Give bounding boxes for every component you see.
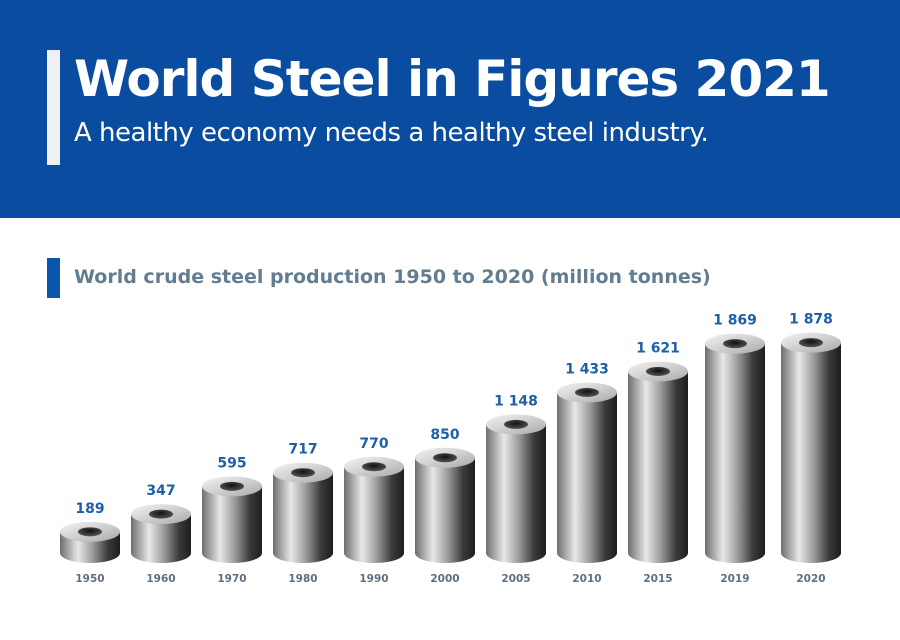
cylinder-body-1960 [131,514,191,563]
year-label: 1990 [359,573,388,585]
year-label: 1950 [75,573,104,585]
cylinder-body-2015 [628,371,688,563]
value-label: 1 878 [789,312,833,328]
year-label: 1980 [288,573,317,585]
cylinder-hole-2020 [799,338,823,348]
chart-title: World crude steel production 1950 to 202… [74,266,711,288]
cylinder-hole-1980 [291,468,315,478]
cylinder-body-2019 [705,343,765,563]
value-label: 1 621 [636,340,680,356]
cylinder-hole-1950 [78,527,102,537]
page-title: World Steel in Figures 2021 [74,50,831,108]
chart-title-accent-bar [47,258,60,298]
cylinder-hole-1970 [220,481,244,491]
cylinder-hole-2010 [575,388,599,398]
value-label: 1 148 [494,393,538,409]
cylinder-hole-1960 [149,509,173,519]
year-label: 2015 [643,573,672,585]
cylinder-hole-2019 [723,339,747,349]
cylinder-body-2010 [557,392,617,563]
year-label: 2020 [796,573,825,585]
year-label: 2005 [501,573,530,585]
cylinder-hole-2005 [504,419,528,429]
header-accent-bar [47,50,60,165]
value-label: 189 [75,501,104,517]
value-label: 1 869 [713,313,757,329]
cylinder-hole-2015 [646,366,670,376]
value-label: 850 [430,427,459,443]
cylinder-body-2020 [781,342,841,563]
year-label: 2019 [720,573,749,585]
cylinder-hole-2000 [433,453,457,463]
cylinder-hole-1990 [362,462,386,472]
cylinder-body-1980 [273,472,333,563]
cylinder-body-1990 [344,466,404,563]
year-label: 1970 [217,573,246,585]
cylinder-body-2005 [486,424,546,563]
value-label: 347 [146,483,175,499]
year-label: 2010 [572,573,601,585]
year-label: 2000 [430,573,459,585]
value-label: 770 [359,436,388,452]
header-banner: World Steel in Figures 2021 A healthy ec… [0,0,900,218]
page-subtitle: A healthy economy needs a healthy steel … [74,118,709,148]
value-label: 1 433 [565,362,609,378]
cylinder-body-2000 [415,457,475,563]
value-label: 717 [288,442,317,458]
cylinder-body-1970 [202,486,262,563]
year-label: 1960 [146,573,175,585]
value-label: 595 [217,455,246,471]
